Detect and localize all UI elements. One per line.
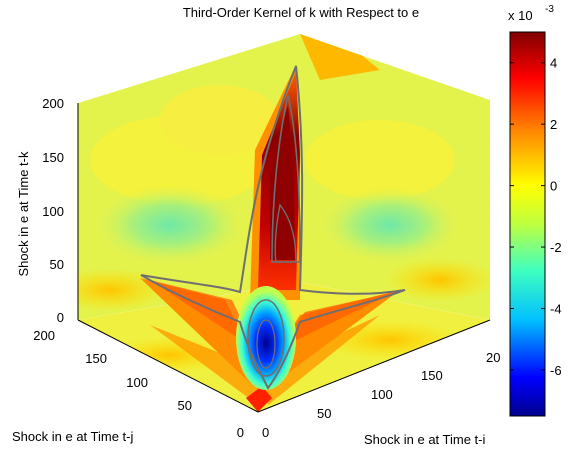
axis-left: 200 150 100 50 0 Shock in e at Time t-j	[12, 328, 244, 444]
plane-left-vertical	[78, 34, 300, 320]
tick-label: 150	[421, 368, 443, 383]
colorbar: 4 2 0 -2 -4 -6 x 10 -3	[508, 4, 562, 417]
colorbar-tick-label: -4	[550, 301, 562, 316]
tick-label: 100	[42, 204, 64, 219]
colorbar-ticks: 4 2 0 -2 -4 -6	[510, 56, 562, 378]
tick-label: 0	[262, 425, 269, 440]
tick-label: 200	[33, 328, 55, 343]
chart-title: Third-Order Kernel of k with Respect to …	[183, 5, 419, 20]
axis-label-left: Shock in e at Time t-j	[12, 429, 133, 444]
negative-trough	[236, 286, 296, 390]
axis-vertical: 200 150 100 50 0 Shock in e at Time t-k	[16, 96, 64, 325]
tick-label: 0	[237, 425, 244, 440]
tick-label: 50	[50, 257, 64, 272]
axis-label-right: Shock in e at Time t-i	[364, 432, 485, 447]
contour-lines	[140, 65, 406, 390]
colorbar-exponent: -3	[545, 4, 554, 15]
colorbar-gradient	[509, 31, 546, 417]
tick-label: 150	[42, 150, 64, 165]
tick-label: 100	[371, 387, 393, 402]
tick-label: 0	[57, 310, 64, 325]
tick-label: 100	[126, 375, 148, 390]
colorbar-exponent-label: x 10	[508, 8, 533, 23]
colorbar-tick-label: 0	[550, 179, 557, 194]
colorbar-tick-label: -2	[550, 240, 562, 255]
tick-label: 50	[178, 398, 192, 413]
plane-right-vertical	[300, 34, 490, 320]
tick-label: 150	[85, 351, 107, 366]
axis-right: 0 50 100 150 20 Shock in e at Time t-i	[262, 350, 500, 447]
diagonal-arms	[140, 278, 400, 385]
axis-label-vertical: Shock in e at Time t-k	[16, 151, 31, 276]
colorbar-tick-label: -6	[550, 363, 562, 378]
cube-axes	[77, 103, 491, 413]
colorbar-tick-label: 4	[550, 56, 557, 71]
tick-label: 50	[317, 406, 331, 421]
colorbar-tick-label: 2	[550, 117, 557, 132]
tick-label: 200	[42, 96, 64, 111]
tick-label: 20	[486, 350, 500, 365]
